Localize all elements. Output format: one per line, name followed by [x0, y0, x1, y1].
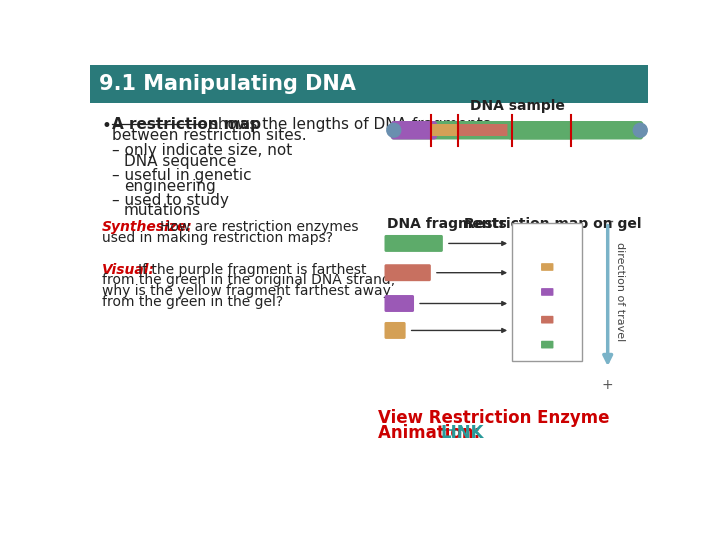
Circle shape	[634, 123, 647, 137]
FancyBboxPatch shape	[384, 295, 414, 312]
Text: – useful in genetic: – useful in genetic	[112, 168, 251, 183]
Text: used in making restriction maps?: used in making restriction maps?	[102, 231, 333, 245]
FancyBboxPatch shape	[391, 121, 437, 139]
Text: direction of travel: direction of travel	[615, 242, 625, 342]
Bar	[513, 222, 582, 361]
FancyBboxPatch shape	[541, 288, 554, 296]
Text: •: •	[102, 117, 112, 135]
Text: Visual:: Visual:	[102, 262, 155, 276]
Text: 9.1 Manipulating DNA: 9.1 Manipulating DNA	[99, 74, 356, 94]
Text: mutations: mutations	[124, 204, 201, 218]
FancyBboxPatch shape	[541, 316, 554, 323]
Text: Animation:: Animation:	[378, 423, 486, 442]
Text: DNA fragments: DNA fragments	[387, 217, 506, 231]
Text: +: +	[602, 378, 613, 392]
Text: DNA sample: DNA sample	[469, 98, 564, 112]
Bar	[458, 124, 512, 137]
Text: A restriction map: A restriction map	[112, 117, 261, 132]
Text: engineering: engineering	[124, 179, 216, 194]
Circle shape	[387, 123, 401, 137]
FancyBboxPatch shape	[384, 322, 405, 339]
Text: DNA sequence: DNA sequence	[124, 154, 236, 169]
Text: – used to study: – used to study	[112, 193, 228, 207]
FancyBboxPatch shape	[384, 235, 443, 252]
Bar	[431, 124, 458, 137]
Text: LINK: LINK	[441, 423, 484, 442]
FancyBboxPatch shape	[541, 341, 554, 348]
Text: between restriction sites.: between restriction sites.	[112, 128, 306, 143]
Text: why is the yellow fragment farthest away: why is the yellow fragment farthest away	[102, 284, 390, 298]
FancyBboxPatch shape	[391, 121, 644, 139]
Text: How are restriction enzymes: How are restriction enzymes	[160, 220, 359, 234]
Text: View Restriction Enzyme: View Restriction Enzyme	[378, 409, 610, 427]
Text: shows the lengths of DNA fragments: shows the lengths of DNA fragments	[204, 117, 490, 132]
Text: – only indicate size, not: – only indicate size, not	[112, 143, 292, 158]
Text: from the green in the gel?: from the green in the gel?	[102, 295, 283, 309]
FancyBboxPatch shape	[541, 263, 554, 271]
Text: If the purple fragment is farthest: If the purple fragment is farthest	[138, 262, 366, 276]
FancyBboxPatch shape	[508, 121, 576, 139]
FancyBboxPatch shape	[384, 264, 431, 281]
Text: Restriction map on gel: Restriction map on gel	[464, 217, 642, 231]
Text: Synthesize:: Synthesize:	[102, 220, 192, 234]
Bar	[90, 65, 648, 103]
Text: from the green in the original DNA strand,: from the green in the original DNA stran…	[102, 273, 395, 287]
